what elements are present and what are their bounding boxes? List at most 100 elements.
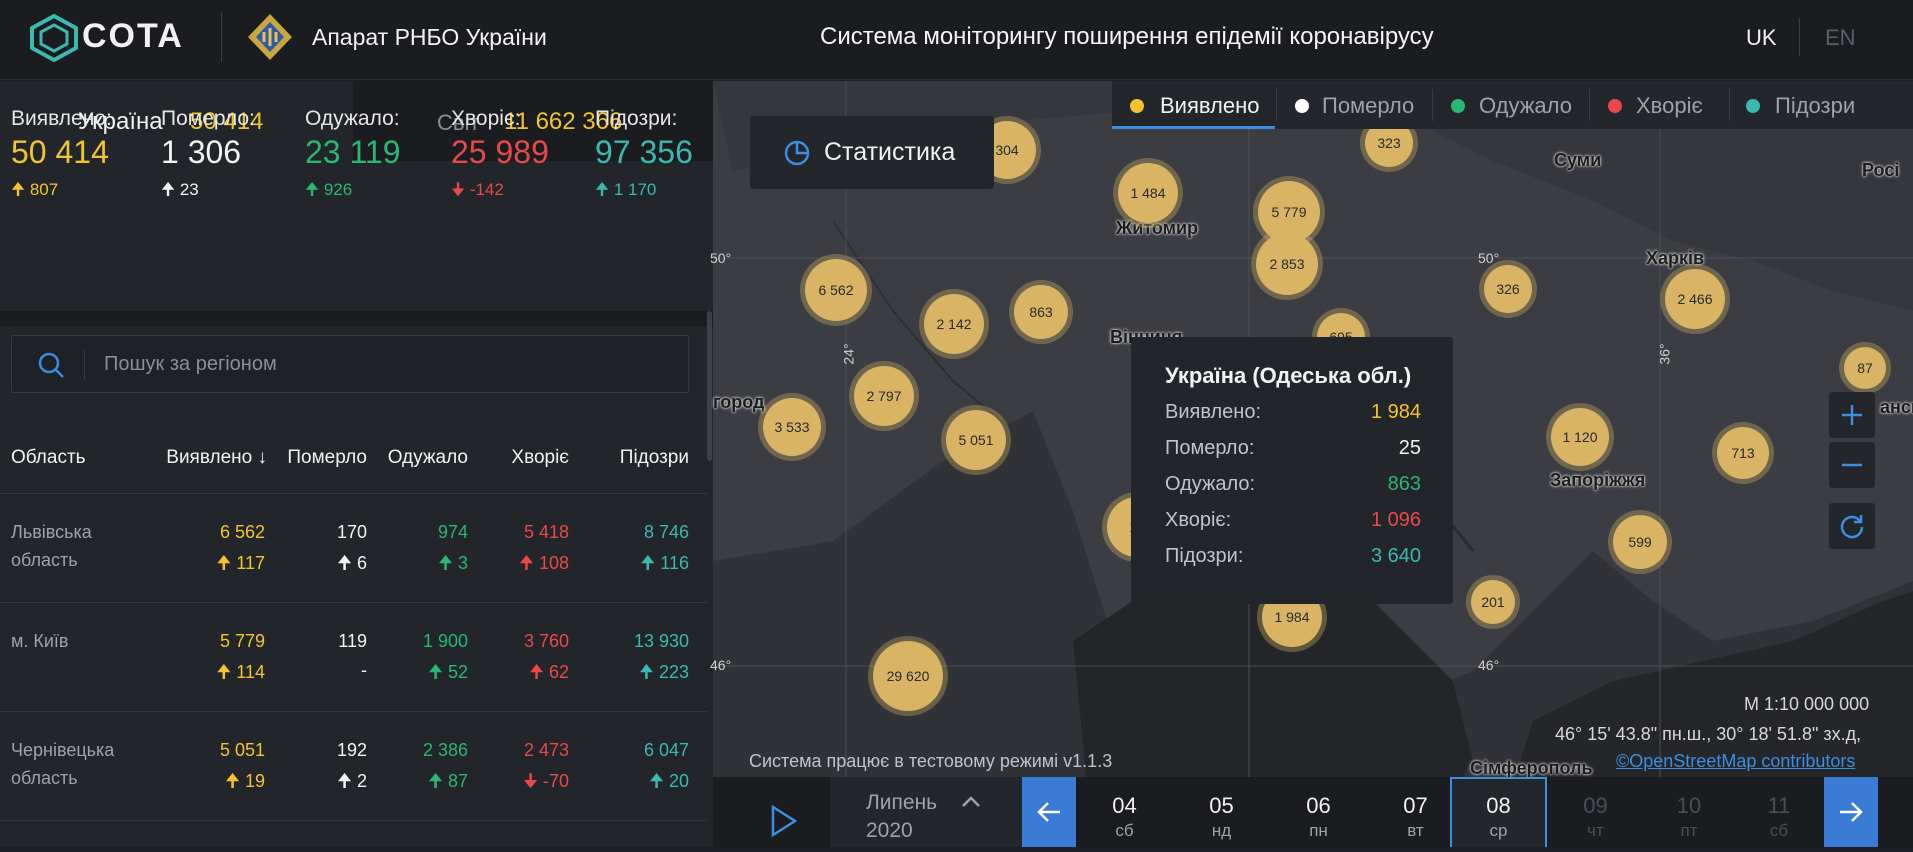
- zoom-in-button[interactable]: [1829, 392, 1875, 438]
- tooltip-value-deaths: 25: [1398, 437, 1421, 459]
- map-cluster[interactable]: 6 562: [800, 254, 872, 326]
- map-cluster[interactable]: 1 484: [1113, 158, 1183, 228]
- delta-value: 108: [538, 553, 569, 573]
- statistics-button-label: Статистика: [824, 138, 956, 166]
- day-cell[interactable]: 05 нд: [1173, 777, 1270, 847]
- stat-delta-deaths-value: 23: [179, 180, 199, 199]
- filter-suspected[interactable]: Підозри: [1730, 81, 1890, 129]
- col-header-region[interactable]: Область: [11, 447, 86, 468]
- day-cell[interactable]: 09 чт: [1547, 777, 1644, 847]
- tooltip-key: Хворіє:: [1165, 509, 1232, 531]
- dot-icon: [1451, 99, 1465, 113]
- cota-logo-icon: [30, 14, 78, 62]
- day-cell[interactable]: 07 вт: [1367, 777, 1464, 847]
- cluster-count: 5 051: [946, 410, 1006, 470]
- tab-ukraine[interactable]: Україна 50 414: [0, 81, 353, 161]
- minus-icon: [1842, 463, 1862, 467]
- prev-day-button[interactable]: [1022, 777, 1076, 847]
- grid-label: 50°: [710, 250, 732, 266]
- filter-deaths[interactable]: Померло: [1277, 81, 1431, 129]
- map-cluster[interactable]: 201: [1466, 575, 1520, 629]
- row-divider: [0, 711, 707, 712]
- page-title: Система моніторингу поширення епідемії к…: [820, 23, 1434, 50]
- col-header-confirmed[interactable]: Виявлено ↓: [166, 447, 267, 468]
- map-cluster[interactable]: 3 533: [758, 393, 826, 461]
- play-button[interactable]: [754, 795, 808, 847]
- delta-value: -70: [542, 771, 569, 791]
- map-cluster[interactable]: 2 797: [849, 361, 919, 431]
- day-number: 04: [1112, 793, 1137, 818]
- filter-label: Підозри: [1775, 93, 1856, 118]
- filter-recovered[interactable]: Одужало: [1433, 81, 1588, 129]
- row-region: м. Київ: [11, 631, 69, 651]
- city-label: Сімферополь: [1470, 758, 1593, 778]
- stat-title-deaths: Померло:: [161, 107, 255, 130]
- filter-confirmed[interactable]: Виявлено: [1112, 81, 1275, 129]
- play-icon: [771, 804, 798, 838]
- arrow-up-icon: 🠉: [595, 180, 610, 199]
- col-header-suspected[interactable]: Підозри: [619, 447, 689, 468]
- cell-deaths-delta: 🠉 6: [337, 553, 367, 573]
- next-day-button[interactable]: [1824, 777, 1878, 847]
- cluster-count: 2 466: [1665, 269, 1725, 329]
- map-cluster[interactable]: 599: [1608, 510, 1672, 574]
- day-weekday: пн: [1309, 821, 1328, 840]
- dot-icon: [1746, 99, 1760, 113]
- map-cluster[interactable]: 2 853: [1251, 228, 1323, 300]
- cell-deaths: 192: [336, 740, 367, 760]
- day-cell[interactable]: 11 сб: [1734, 777, 1824, 847]
- row-divider: [0, 493, 707, 494]
- col-header-recovered[interactable]: Одужало: [387, 447, 468, 468]
- day-cell[interactable]: 10 пт: [1644, 777, 1734, 847]
- stat-delta-suspected: 🠉 1 170: [595, 177, 656, 206]
- map-cluster[interactable]: 29 620: [868, 636, 948, 716]
- region-tooltip: Україна (Одеська обл.) Виявлено: 1 984 П…: [1131, 337, 1453, 604]
- cluster-count: 1 484: [1118, 163, 1178, 223]
- city-label: Росі: [1862, 160, 1900, 180]
- map-cluster[interactable]: 1 120: [1546, 403, 1614, 471]
- col-header-sick[interactable]: Хворіє: [511, 447, 569, 468]
- search-input[interactable]: [104, 349, 664, 379]
- day-number: 10: [1676, 793, 1702, 818]
- day-cell[interactable]: 04 сб: [1076, 777, 1173, 847]
- cluster-count: 863: [1014, 285, 1068, 339]
- cell-recovered: 1 900: [422, 631, 468, 651]
- osm-attribution-link[interactable]: ©OpenStreetMap contributors: [1616, 751, 1856, 771]
- filter-divider: [1589, 89, 1590, 121]
- zoom-out-button[interactable]: [1829, 442, 1875, 488]
- grid-label: 24°: [840, 343, 857, 365]
- map-cluster[interactable]: 87: [1839, 342, 1891, 394]
- map-cluster[interactable]: 326: [1479, 260, 1537, 318]
- tooltip-key: Одужало:: [1165, 473, 1256, 495]
- tab-world[interactable]: Світ 11 662 366: [353, 81, 713, 161]
- map-cluster[interactable]: 713: [1712, 422, 1774, 484]
- cluster-count: 1 120: [1551, 408, 1609, 466]
- cell-confirmed: 6 562: [219, 522, 265, 542]
- lang-divider: [1799, 18, 1800, 56]
- region-search[interactable]: [11, 335, 689, 393]
- map-cluster[interactable]: 5 051: [941, 405, 1011, 475]
- map-cluster[interactable]: 2 466: [1660, 264, 1730, 334]
- month-selector[interactable]: Липень 2020: [830, 777, 1022, 847]
- col-header-deaths[interactable]: Померло: [287, 447, 367, 468]
- day-cell[interactable]: 06 пн: [1270, 777, 1367, 847]
- map-cluster[interactable]: 2 142: [919, 289, 989, 359]
- day-cell-selected[interactable]: 08 ср: [1450, 777, 1547, 847]
- cell-sick: 3 760: [523, 631, 569, 651]
- statistics-button[interactable]: Статистика: [750, 116, 994, 189]
- cluster-count: 87: [1844, 347, 1886, 389]
- header-divider: [221, 12, 222, 62]
- sidebar-scrollbar[interactable]: [707, 311, 712, 461]
- plus-icon: [1842, 405, 1862, 425]
- lang-uk-button[interactable]: UK: [1746, 25, 1777, 50]
- reset-view-button[interactable]: [1829, 503, 1875, 549]
- delta-value: 19: [244, 771, 265, 791]
- map-cluster[interactable]: 5 779: [1253, 176, 1325, 248]
- delta-value: 6: [356, 553, 367, 573]
- lang-en-button[interactable]: EN: [1825, 25, 1856, 50]
- day-number: 09: [1583, 793, 1608, 818]
- filter-sick[interactable]: Хворіє: [1590, 81, 1728, 129]
- delta-value: 62: [548, 662, 569, 682]
- stat-delta-recovered-value: 926: [323, 180, 353, 199]
- map-cluster[interactable]: 863: [1009, 280, 1073, 344]
